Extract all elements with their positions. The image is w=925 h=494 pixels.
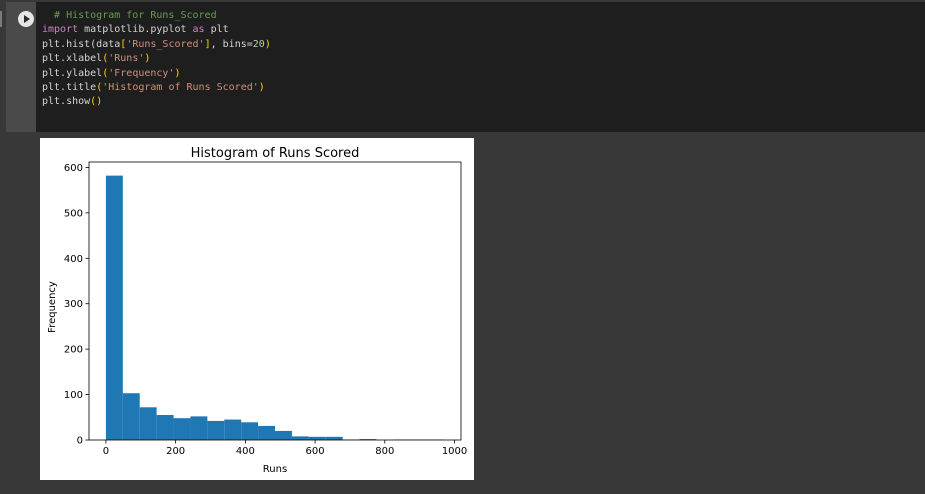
histogram-bar bbox=[122, 393, 140, 440]
code-token: 20 bbox=[252, 38, 265, 50]
histogram-figure: Histogram of Runs Scored Runs Frequency … bbox=[40, 138, 474, 480]
histogram-bar bbox=[156, 415, 174, 440]
code-token: plt.xlabel bbox=[42, 53, 103, 65]
code-token: matplotlib.pyplot bbox=[78, 24, 193, 36]
code-line: import matplotlib.pyplot as plt bbox=[42, 23, 271, 37]
code-line: # Histogram for Runs_Scored bbox=[42, 9, 271, 23]
histogram-chart: Histogram of Runs Scored Runs Frequency … bbox=[47, 146, 467, 475]
histogram-bar bbox=[139, 407, 157, 440]
code-token: as bbox=[192, 24, 205, 36]
x-axis-label: Runs bbox=[263, 464, 287, 475]
code-token: plt.title bbox=[42, 82, 97, 94]
code-token: ) bbox=[174, 67, 181, 79]
histogram-bar bbox=[173, 418, 191, 440]
code-line: plt.ylabel('Frequency') bbox=[42, 67, 271, 81]
axis-ticks: 0 200 400 600 800 1000 0 100 200 300 400 500 600 bbox=[64, 163, 467, 457]
histogram-bars bbox=[105, 175, 445, 440]
code-token: , bins= bbox=[210, 38, 253, 50]
histogram-bar bbox=[224, 419, 242, 440]
y-tick-label: 500 bbox=[64, 208, 83, 219]
cell-focus-marker bbox=[0, 11, 2, 27]
y-axis-label: Frequency bbox=[47, 281, 58, 333]
code-line: plt.title('Histogram of Runs Scored') bbox=[42, 81, 271, 95]
code-line: plt.show() bbox=[42, 95, 271, 109]
y-tick-label: 0 bbox=[77, 436, 83, 447]
histogram-bar bbox=[190, 416, 208, 440]
code-token: import bbox=[42, 24, 79, 36]
code-token: ( bbox=[102, 53, 109, 65]
play-circle-icon[interactable] bbox=[18, 11, 34, 27]
code-token: [ bbox=[120, 38, 127, 50]
x-tick-label: 600 bbox=[306, 446, 325, 457]
code-token: 'Histogram of Runs Scored' bbox=[102, 82, 259, 94]
histogram-bar bbox=[325, 436, 343, 440]
histogram-bar bbox=[207, 420, 225, 440]
x-tick-label: 0 bbox=[103, 446, 109, 457]
code-token: ( bbox=[96, 82, 103, 94]
y-tick-label: 300 bbox=[64, 299, 83, 310]
code-token: 'Runs_Scored' bbox=[126, 38, 205, 50]
code-token: 'Runs' bbox=[108, 53, 145, 65]
x-tick-label: 1000 bbox=[442, 446, 467, 457]
histogram-bar bbox=[241, 422, 259, 440]
code-token: ] bbox=[204, 38, 211, 50]
code-token: plt.show bbox=[42, 96, 91, 108]
x-tick-label: 400 bbox=[236, 446, 255, 457]
x-tick-label: 200 bbox=[166, 446, 185, 457]
histogram-bar bbox=[359, 439, 377, 440]
x-tick-label: 800 bbox=[375, 446, 394, 457]
histogram-bar bbox=[105, 175, 123, 440]
y-tick-label: 600 bbox=[64, 163, 83, 174]
code-line: plt.hist(data['Runs_Scored'], bins=20) bbox=[42, 38, 271, 52]
cell-gutter bbox=[6, 2, 36, 132]
code-token: ) bbox=[264, 38, 271, 50]
code-line: plt.xlabel('Runs') bbox=[42, 52, 271, 66]
y-tick-label: 400 bbox=[64, 254, 83, 265]
code-token: # Histogram for Runs_Scored bbox=[42, 10, 217, 21]
code-token: () bbox=[90, 96, 103, 108]
histogram-bar bbox=[291, 436, 309, 440]
code-token: plt bbox=[204, 24, 229, 36]
cell-output: Histogram of Runs Scored Runs Frequency … bbox=[0, 132, 925, 494]
code-token: plt.ylabel bbox=[42, 67, 103, 79]
code-token: ) bbox=[144, 53, 151, 65]
plot-frame bbox=[88, 161, 462, 441]
code-token: ( bbox=[102, 67, 109, 79]
code-token: ) bbox=[258, 82, 265, 94]
code-token: 'Frequency' bbox=[108, 67, 175, 79]
histogram-bar bbox=[258, 425, 275, 440]
histogram-bar bbox=[275, 430, 292, 440]
y-tick-label: 100 bbox=[64, 390, 83, 401]
output-gutter bbox=[0, 132, 36, 494]
chart-title: Histogram of Runs Scored bbox=[191, 146, 360, 161]
y-tick-label: 200 bbox=[64, 345, 83, 356]
code-token: plt.hist(data bbox=[42, 38, 121, 50]
histogram-bar bbox=[308, 436, 326, 440]
